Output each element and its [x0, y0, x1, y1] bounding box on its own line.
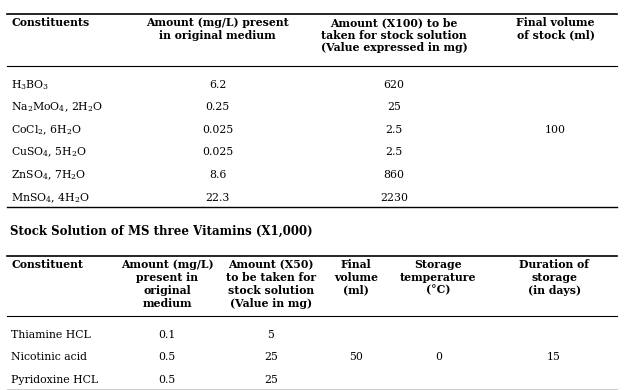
Text: 0.25: 0.25: [205, 102, 230, 112]
Text: 8.6: 8.6: [209, 170, 227, 180]
Text: Amount (mg/L) present
in original medium: Amount (mg/L) present in original medium: [146, 17, 289, 41]
Text: 0.1: 0.1: [158, 330, 176, 340]
Text: 860: 860: [384, 170, 405, 180]
Text: Pyridoxine HCL: Pyridoxine HCL: [11, 375, 99, 385]
Text: 2.5: 2.5: [386, 125, 403, 135]
Text: Amount (X50)
to be taken for
stock solution
(Value in mg): Amount (X50) to be taken for stock solut…: [226, 259, 316, 308]
Text: 0.5: 0.5: [158, 353, 176, 362]
Text: Final volume
of stock (ml): Final volume of stock (ml): [516, 17, 595, 41]
Text: 25: 25: [388, 102, 401, 112]
Text: 2.5: 2.5: [386, 147, 403, 158]
Text: 25: 25: [264, 353, 278, 362]
Text: Constituents: Constituents: [11, 17, 89, 28]
Text: 0.5: 0.5: [158, 375, 176, 385]
Text: 620: 620: [384, 80, 405, 90]
Text: 15: 15: [547, 353, 561, 362]
Text: Constituent: Constituent: [11, 259, 83, 270]
Text: 0.025: 0.025: [202, 125, 233, 135]
Text: 50: 50: [349, 353, 363, 362]
Text: 25: 25: [264, 375, 278, 385]
Text: $\mathregular{CoCl_2}$, 6$\mathregular{H_2O}$: $\mathregular{CoCl_2}$, 6$\mathregular{H…: [11, 123, 82, 136]
Text: 22.3: 22.3: [205, 193, 230, 203]
Text: Storage
temperature
(°C): Storage temperature (°C): [400, 259, 477, 296]
Text: 5: 5: [268, 330, 275, 340]
Text: Amount (mg/L)
present in
original
medium: Amount (mg/L) present in original medium: [121, 259, 213, 308]
Text: 0.025: 0.025: [202, 147, 233, 158]
Text: Stock Solution of MS three Vitamins (X1,000): Stock Solution of MS three Vitamins (X1,…: [10, 225, 313, 238]
Text: $\mathregular{ZnSO_4}$, 7$\mathregular{H_2O}$: $\mathregular{ZnSO_4}$, 7$\mathregular{H…: [11, 168, 86, 182]
Text: 2230: 2230: [380, 193, 408, 203]
Text: Duration of
storage
(in days): Duration of storage (in days): [519, 259, 589, 296]
Text: $\mathregular{CuSO_4}$, 5$\mathregular{H_2O}$: $\mathregular{CuSO_4}$, 5$\mathregular{H…: [11, 146, 87, 159]
Text: Amount (X100) to be
taken for stock solution
(Value expressed in mg): Amount (X100) to be taken for stock solu…: [321, 17, 467, 53]
Text: Final
volume
(ml): Final volume (ml): [334, 259, 378, 296]
Text: 6.2: 6.2: [209, 80, 227, 90]
Text: $\mathregular{H_3BO_3}$: $\mathregular{H_3BO_3}$: [11, 78, 49, 92]
Text: Nicotinic acid: Nicotinic acid: [11, 353, 87, 362]
Text: $\mathregular{Na_2MoO_4}$, 2$\mathregular{H_2O}$: $\mathregular{Na_2MoO_4}$, 2$\mathregula…: [11, 101, 103, 114]
Text: 100: 100: [545, 125, 566, 135]
Text: Thiamine HCL: Thiamine HCL: [11, 330, 91, 340]
Text: 0: 0: [435, 353, 442, 362]
Text: $\mathregular{MnSO_4}$, 4$\mathregular{H_2O}$: $\mathregular{MnSO_4}$, 4$\mathregular{H…: [11, 191, 90, 204]
